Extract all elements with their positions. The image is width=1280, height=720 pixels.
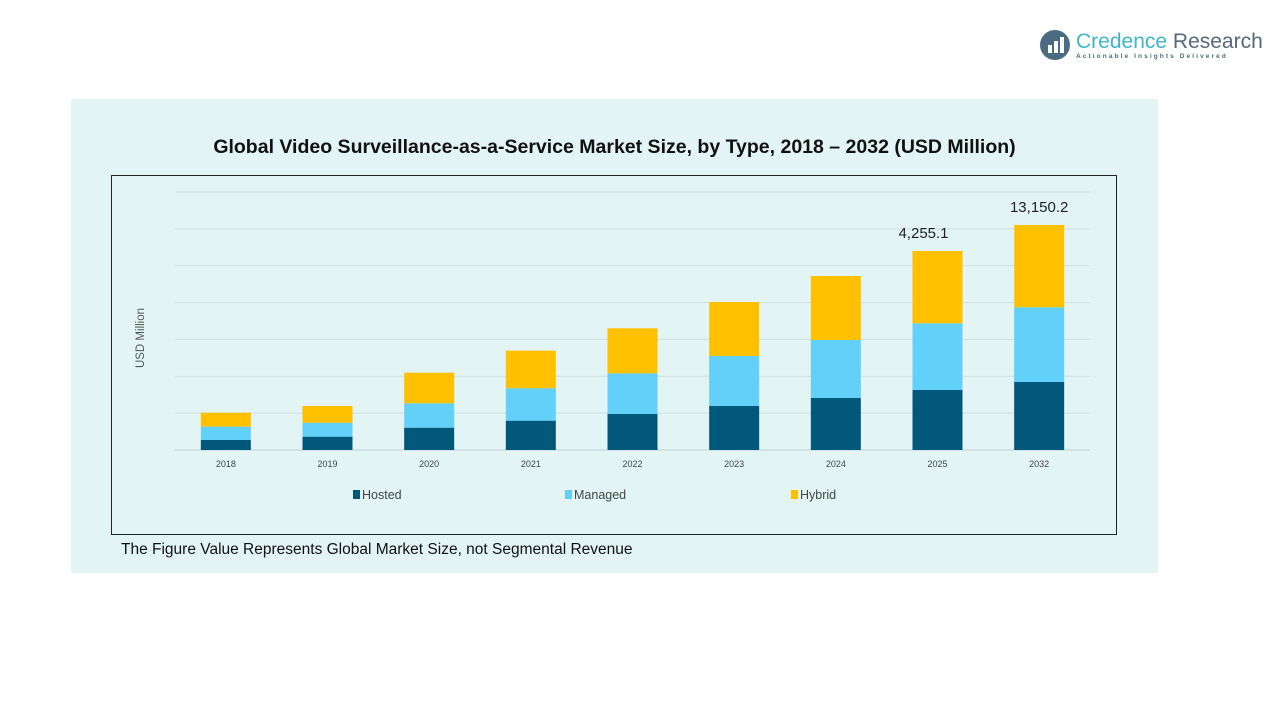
bar-managed-2025: [912, 323, 963, 390]
bar-hosted-2032: [1014, 381, 1065, 450]
x-tick-label: 2023: [724, 459, 744, 469]
bar-hybrid-2032: [1014, 224, 1065, 308]
legend-swatch-hosted: [353, 490, 360, 499]
x-tick-label: 2020: [419, 459, 439, 469]
x-tick-label: 2024: [826, 459, 846, 469]
logo-name-2: Research: [1172, 29, 1263, 53]
legend-label-hosted: Hosted: [362, 488, 402, 502]
x-tick-label: 2021: [521, 459, 541, 469]
chart-title: Global Video Surveillance-as-a-Service M…: [213, 136, 1016, 158]
bar-managed-2023: [709, 355, 760, 406]
bar-hybrid-2021: [505, 350, 556, 389]
bar-hosted-2021: [505, 420, 556, 450]
legend-label-managed: Managed: [574, 488, 626, 502]
logo-name: Credence: [1076, 29, 1168, 53]
bar-hosted-2022: [607, 413, 658, 450]
x-tick-label: 2018: [216, 459, 236, 469]
bar-managed-2020: [404, 403, 455, 428]
credence-research-logo: Credence Research Actionable Insights De…: [1040, 30, 1263, 60]
bar-managed-2019: [302, 422, 353, 437]
bar-hybrid-2018: [200, 412, 251, 427]
bar-hybrid-2025: [912, 250, 963, 324]
bar-hosted-2024: [810, 397, 861, 450]
logo-chart-icon: [1040, 30, 1070, 60]
data-label: 4,255.1: [898, 225, 948, 242]
legend-label-hybrid: Hybrid: [800, 488, 836, 502]
bar-managed-2032: [1014, 307, 1065, 382]
bar-hosted-2023: [709, 405, 760, 450]
bar-hybrid-2023: [709, 301, 760, 356]
logo-tagline: Actionable Insights Delivered: [1076, 52, 1228, 60]
data-label: 13,150.2: [1010, 199, 1068, 216]
bar-hybrid-2019: [302, 405, 353, 423]
x-tick-label: 2025: [927, 459, 947, 469]
x-tick-label: 2032: [1029, 459, 1049, 469]
y-axis-label: USD Million: [135, 308, 147, 368]
chart-frame: [111, 175, 1117, 535]
bar-managed-2024: [810, 339, 861, 398]
bar-managed-2021: [505, 388, 556, 421]
x-tick-label: 2019: [317, 459, 337, 469]
bar-hosted-2025: [912, 389, 963, 450]
bar-hybrid-2024: [810, 276, 861, 340]
x-tick-label: 2022: [622, 459, 642, 469]
footnote: The Figure Value Represents Global Marke…: [121, 541, 633, 558]
bar-managed-2018: [200, 426, 251, 440]
bar-hybrid-2020: [404, 372, 455, 404]
bar-managed-2022: [607, 373, 658, 414]
bar-hosted-2020: [404, 427, 455, 450]
bar-hybrid-2022: [607, 328, 658, 374]
bar-hosted-2019: [302, 436, 353, 450]
legend-swatch-managed: [565, 490, 572, 499]
legend-swatch-hybrid: [791, 490, 798, 499]
bar-hosted-2018: [200, 439, 251, 450]
